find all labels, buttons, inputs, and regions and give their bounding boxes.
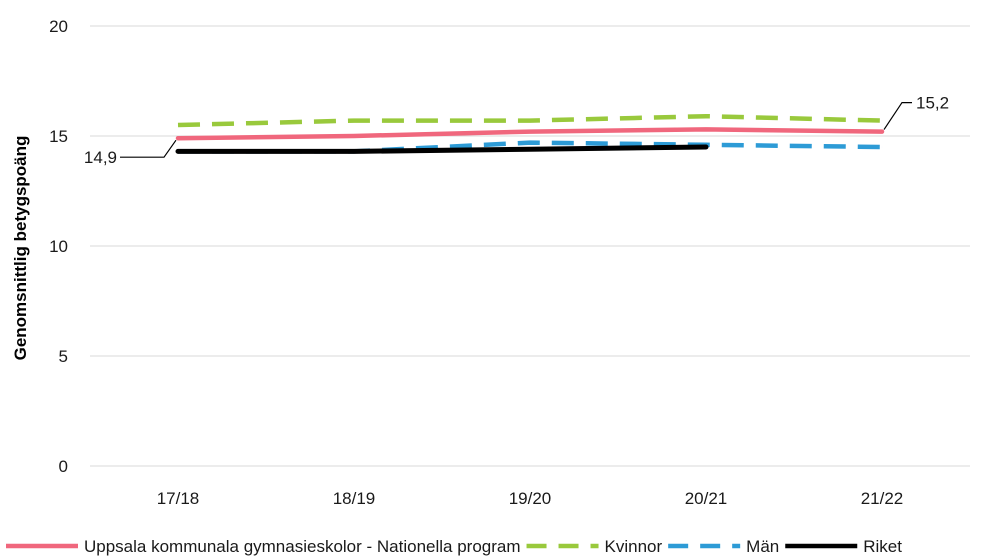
y-tick-label: 5: [59, 347, 68, 366]
legend-label: Män: [746, 537, 779, 556]
legend-label: Riket: [863, 537, 902, 556]
y-tick-label: 0: [59, 457, 68, 476]
callout-leader: [883, 102, 912, 130]
y-tick-label: 10: [49, 237, 68, 256]
x-tick-label: 19/20: [509, 489, 552, 508]
x-axis-ticks: 17/18 18/19 19/20 20/21 21/22: [157, 489, 904, 508]
grid-lines: [90, 25, 970, 467]
legend-label: Kvinnor: [605, 537, 663, 556]
series-lines: [175, 113, 885, 154]
y-tick-label: 20: [49, 17, 68, 36]
series-line-uppsala: [175, 127, 885, 141]
legend: Uppsala kommunala gymnasieskolor - Natio…: [6, 537, 902, 556]
x-tick-label: 21/22: [861, 489, 904, 508]
legend-label: Uppsala kommunala gymnasieskolor - Natio…: [84, 537, 521, 556]
callout-label: 14,9: [84, 148, 117, 167]
callout-leader: [120, 139, 177, 158]
x-tick-label: 18/19: [333, 489, 376, 508]
y-axis-label: Genomsnittlig betygspoäng: [11, 136, 30, 361]
series-line-riket: [175, 144, 709, 154]
y-axis-ticks: 0 5 10 15 20: [49, 17, 68, 476]
data-callouts: 14,9 15,2: [84, 94, 949, 168]
y-tick-label: 15: [49, 127, 68, 146]
x-tick-label: 17/18: [157, 489, 200, 508]
x-tick-label: 20/21: [685, 489, 728, 508]
callout-label: 15,2: [916, 94, 949, 113]
